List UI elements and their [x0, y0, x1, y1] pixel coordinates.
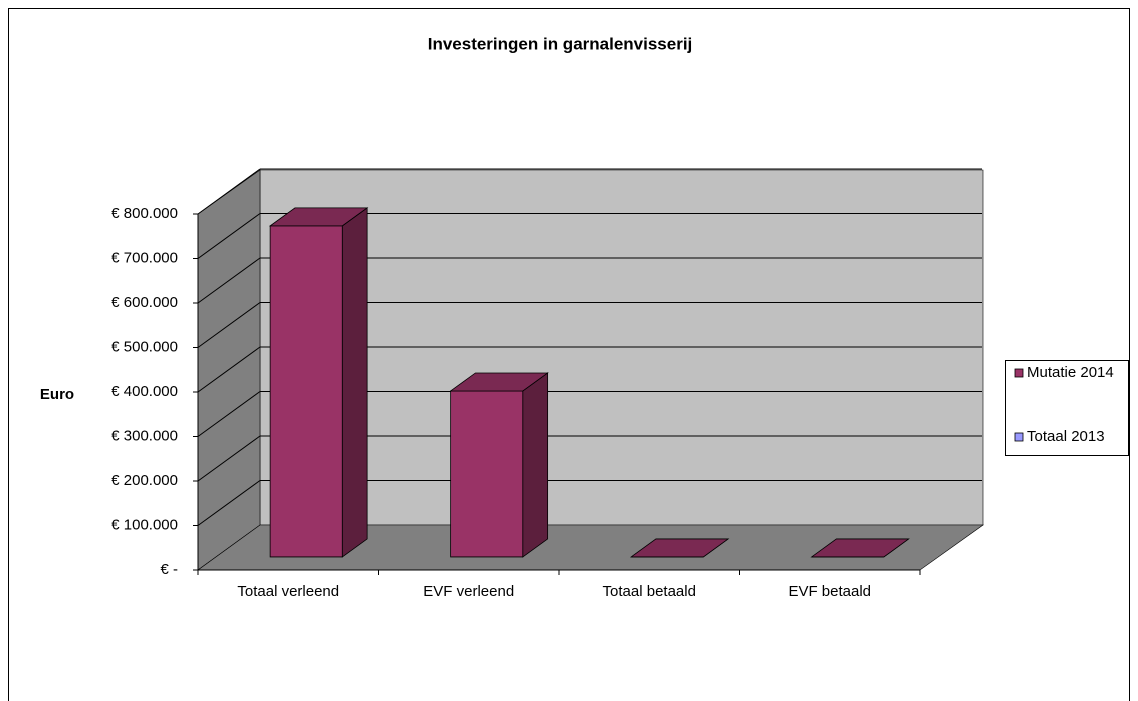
- y-tick-label: € 400.000: [111, 383, 178, 400]
- y-tick-label: € 100.000: [111, 516, 178, 533]
- legend-box: [1005, 360, 1129, 456]
- legend-label: Mutatie 2014: [1027, 364, 1114, 381]
- bar-front: [269, 225, 343, 558]
- chart-frame: [8, 8, 1130, 701]
- legend-swatch: [1014, 432, 1024, 442]
- legend-swatch: [1014, 368, 1024, 378]
- y-tick-label: € 700.000: [111, 249, 178, 266]
- grid-line: [197, 346, 261, 393]
- bar-side: [341, 207, 368, 558]
- y-tick-label: € 500.000: [111, 338, 178, 355]
- grid-line: [197, 168, 261, 215]
- grid-line: [197, 302, 261, 348]
- y-axis-title: Euro: [40, 386, 74, 403]
- bar-top: [810, 538, 910, 558]
- x-tick-label: Totaal verleend: [237, 583, 339, 600]
- bar: [810, 538, 910, 558]
- bar-front: [450, 390, 524, 558]
- y-tick-label: € 600.000: [111, 294, 178, 311]
- grid-line: [197, 435, 261, 482]
- grid-line: [197, 213, 261, 259]
- y-tick-label: € 800.000: [111, 205, 178, 222]
- grid-line: [197, 257, 261, 304]
- grid-line: [197, 391, 261, 437]
- bar-side: [522, 372, 549, 558]
- x-tick-label: EVF verleend: [423, 583, 514, 600]
- y-tick-label: € 300.000: [111, 427, 178, 444]
- bar: [629, 538, 730, 558]
- legend-label: Totaal 2013: [1027, 428, 1105, 445]
- x-tick-label: EVF betaald: [788, 583, 871, 600]
- bar: [449, 372, 549, 558]
- bar-top: [449, 372, 549, 392]
- bar-top: [629, 538, 730, 558]
- y-tick-label: € 200.000: [111, 472, 178, 489]
- bar: [268, 207, 369, 558]
- chart-title: Investeringen in garnalenvisserij: [428, 34, 693, 53]
- y-tick-label: € -: [160, 561, 178, 578]
- bar-top: [268, 207, 369, 227]
- grid-line: [197, 480, 261, 526]
- x-tick-label: Totaal betaald: [603, 583, 696, 600]
